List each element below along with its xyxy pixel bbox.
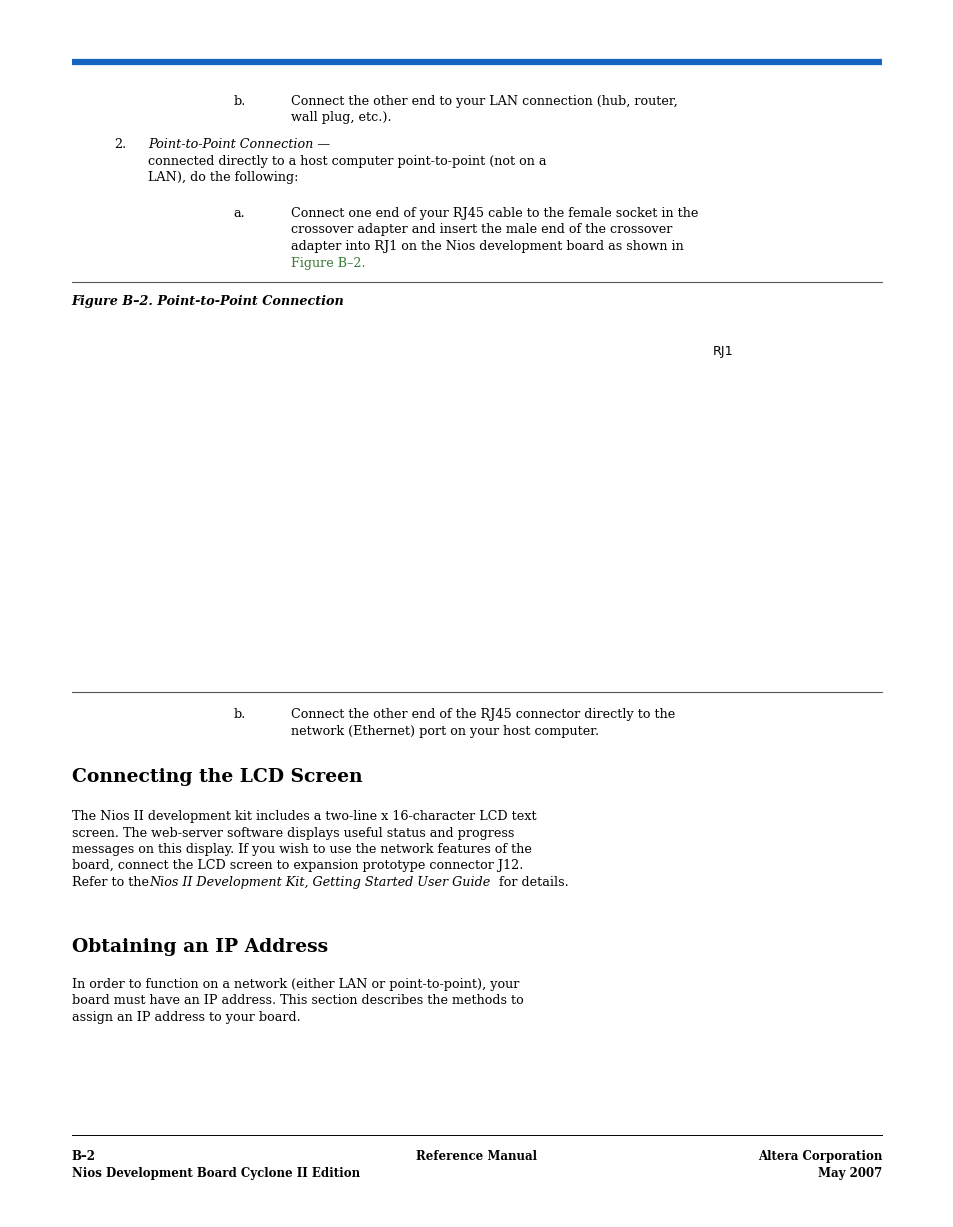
Text: screen. The web-server software displays useful status and progress: screen. The web-server software displays… [71, 827, 514, 839]
Text: for details.: for details. [494, 876, 568, 890]
Text: b.: b. [233, 708, 246, 721]
Text: In order to function on a network (either LAN or point-to-point), your: In order to function on a network (eithe… [71, 978, 518, 991]
Text: May 2007: May 2007 [818, 1167, 882, 1180]
Text: Nios II Development Kit, Getting Started User Guide: Nios II Development Kit, Getting Started… [150, 876, 490, 890]
Text: The Nios II development kit includes a two-line x 16-character LCD text: The Nios II development kit includes a t… [71, 810, 536, 823]
Text: Connect one end of your RJ45 cable to the female socket in the: Connect one end of your RJ45 cable to th… [291, 207, 698, 220]
Text: Figure B–2. Point-to-Point Connection: Figure B–2. Point-to-Point Connection [71, 294, 344, 308]
Text: LAN), do the following:: LAN), do the following: [148, 171, 298, 184]
Text: Altera Corporation: Altera Corporation [758, 1150, 882, 1163]
Text: b.: b. [233, 94, 246, 108]
Text: assign an IP address to your board.: assign an IP address to your board. [71, 1011, 300, 1025]
Text: board must have an IP address. This section describes the methods to: board must have an IP address. This sect… [71, 995, 523, 1007]
Text: Nios Development Board Cyclone II Edition: Nios Development Board Cyclone II Editio… [71, 1167, 359, 1180]
Text: messages on this display. If you wish to use the network features of the: messages on this display. If you wish to… [71, 843, 531, 856]
Text: a.: a. [233, 207, 245, 220]
Text: Connecting the LCD Screen: Connecting the LCD Screen [71, 768, 362, 787]
Text: Figure B–2.: Figure B–2. [291, 256, 365, 270]
Text: Reference Manual: Reference Manual [416, 1150, 537, 1163]
Text: board, connect the LCD screen to expansion prototype connector J12.: board, connect the LCD screen to expansi… [71, 859, 522, 872]
Text: Point-to-Point Connection —: Point-to-Point Connection — [148, 137, 330, 151]
Text: adapter into RJ1 on the Nios development board as shown in: adapter into RJ1 on the Nios development… [291, 240, 683, 253]
Text: B–2: B–2 [71, 1150, 95, 1163]
Text: Connect the other end to your LAN connection (hub, router,: Connect the other end to your LAN connec… [291, 94, 677, 108]
Text: RJ1: RJ1 [712, 345, 733, 358]
Text: Obtaining an IP Address: Obtaining an IP Address [71, 937, 327, 956]
Text: wall plug, etc.).: wall plug, etc.). [291, 112, 391, 124]
Text: Connect the other end of the RJ45 connector directly to the: Connect the other end of the RJ45 connec… [291, 708, 675, 721]
Text: connected directly to a host computer point-to-point (not on a: connected directly to a host computer po… [148, 155, 546, 168]
Text: Refer to the: Refer to the [71, 876, 152, 890]
Bar [121, 315, 832, 675]
Text: crossover adapter and insert the male end of the crossover: crossover adapter and insert the male en… [291, 223, 672, 237]
Text: 2.: 2. [114, 137, 127, 151]
Text: network (Ethernet) port on your host computer.: network (Ethernet) port on your host com… [291, 724, 598, 737]
